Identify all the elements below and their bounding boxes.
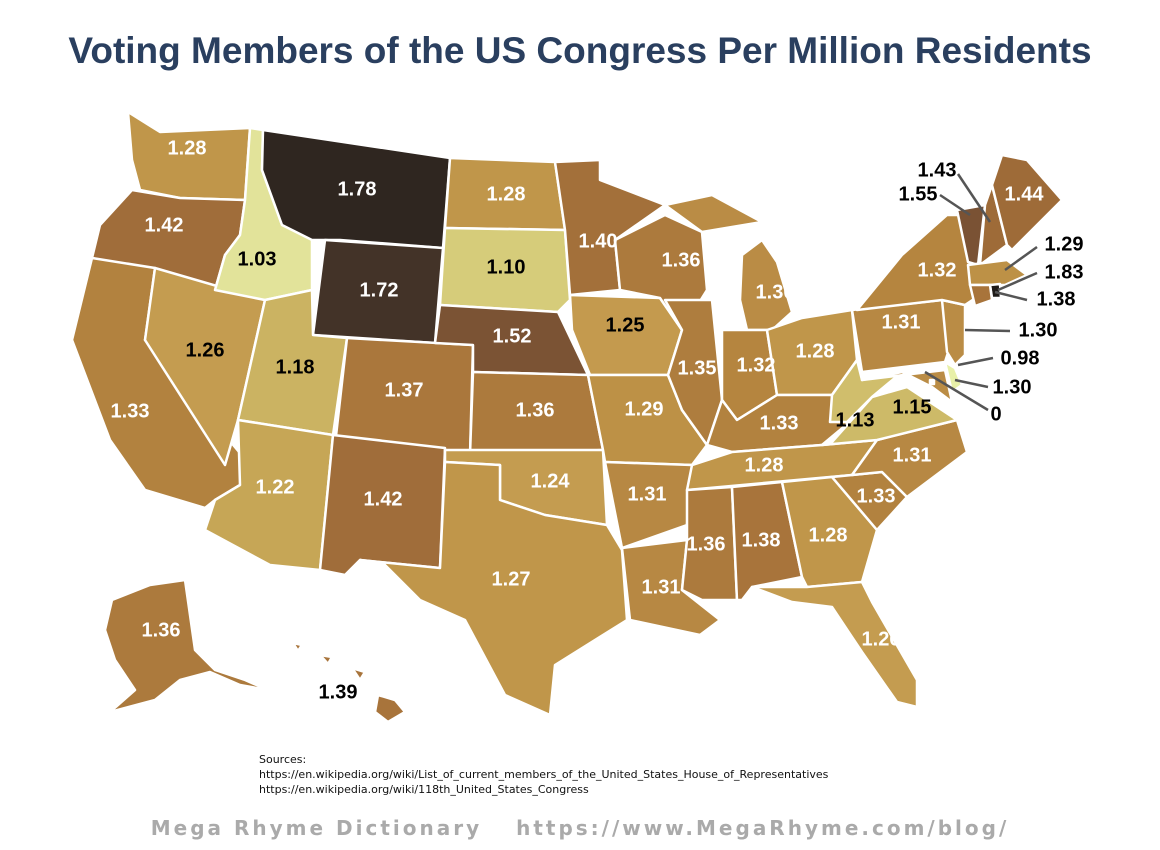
region-value-label: 1.31 xyxy=(882,311,921,333)
region-value-label: 1.28 xyxy=(487,183,526,205)
region-value-label: 1.38 xyxy=(1037,288,1076,310)
region-value-label: 1.32 xyxy=(737,354,776,376)
region-value-label: 1.24 xyxy=(531,470,571,492)
region-value-label: 1.15 xyxy=(893,396,932,418)
region-value-label: 1.36 xyxy=(142,619,181,641)
map-title: Voting Members of the US Congress Per Mi… xyxy=(68,30,1092,71)
region-value-label: 0 xyxy=(990,403,1001,425)
region-value-label: 1.25 xyxy=(606,314,645,336)
state-illinois xyxy=(663,298,724,447)
region-value-label: 1.30 xyxy=(993,376,1032,398)
state-alaska xyxy=(103,578,270,714)
region-value-label: 1.27 xyxy=(492,568,531,590)
region-value-label: 1.42 xyxy=(364,488,403,510)
region-value-label: 1.22 xyxy=(256,476,295,498)
state-connecticut xyxy=(968,283,994,308)
source-link[interactable]: https://en.wikipedia.org/wiki/118th_Unit… xyxy=(259,783,589,796)
region-value-label: 1.30 xyxy=(1019,319,1058,341)
sources-heading: Sources: xyxy=(259,753,307,766)
region-value-label: 1.36 xyxy=(516,399,555,421)
region-value-label: 1.29 xyxy=(1045,233,1084,255)
region-value-label: 1.36 xyxy=(662,249,701,271)
state-hawaii-big xyxy=(373,693,407,724)
state-michigan-upper xyxy=(663,193,764,234)
region-value-label: 1.78 xyxy=(338,178,377,200)
state-hawaii-maui xyxy=(350,666,367,682)
state-michigan xyxy=(738,238,794,332)
region-value-label: 1.40 xyxy=(579,230,618,252)
region-value-label: 1.42 xyxy=(145,214,184,236)
region-value-label: 1.10 xyxy=(487,256,526,278)
state-florida xyxy=(750,580,919,709)
state-west-virginia xyxy=(828,358,904,424)
region-value-label: 1.26 xyxy=(862,628,901,650)
sources-note: Sources: https://en.wikipedia.org/wiki/L… xyxy=(259,752,828,797)
region-value-label: 1.38 xyxy=(742,529,781,551)
region-value-label: 1.72 xyxy=(360,279,399,301)
region-value-label: 1.33 xyxy=(857,485,896,507)
region-value-label: 1.43 xyxy=(918,159,957,181)
region-value-label: 1.28 xyxy=(168,137,207,159)
region-value-label: 1.52 xyxy=(493,325,532,347)
region-value-label: 1.39 xyxy=(319,681,358,703)
region-value-label: 1.13 xyxy=(836,409,875,431)
region-value-label: 1.33 xyxy=(111,400,150,422)
region-value-label: 1.31 xyxy=(893,444,932,466)
footer-brand: Mega Rhyme Dictionary xyxy=(150,816,483,840)
region-value-label: 1.29 xyxy=(625,398,664,420)
leader-lines xyxy=(924,173,1038,412)
state-maryland xyxy=(860,368,954,404)
region-value-label: 1.36 xyxy=(687,533,726,555)
state-south-dakota xyxy=(438,226,572,314)
region-value-label: 1.30 xyxy=(756,281,795,303)
region-value-label: 1.44 xyxy=(1005,183,1045,205)
state-delaware xyxy=(943,360,964,394)
region-value-label: 1.33 xyxy=(760,412,799,434)
region-value-label: 0.98 xyxy=(1001,347,1040,369)
region-value-label: 1.55 xyxy=(899,183,938,205)
region-value-label: 1.31 xyxy=(642,576,681,598)
state-maine xyxy=(990,153,1064,252)
state-texas xyxy=(358,460,629,717)
region-value-label: 1.18 xyxy=(276,356,315,378)
region-value-label: 1.83 xyxy=(1045,261,1084,283)
region-value-label: 1.26 xyxy=(186,339,225,361)
region-value-label: 1.28 xyxy=(809,524,848,546)
region-value-label: 1.31 xyxy=(628,483,667,505)
state-hawaii-kauai xyxy=(291,641,304,653)
source-link[interactable]: https://en.wikipedia.org/wiki/List_of_cu… xyxy=(259,768,829,781)
region-value-label: 1.28 xyxy=(796,340,835,362)
district-of-columbia xyxy=(928,378,936,386)
footer-url[interactable]: https://www.MegaRhyme.com/blog/ xyxy=(516,816,1010,840)
state-hawaii-oahu xyxy=(318,653,334,666)
region-value-label: 1.37 xyxy=(385,379,424,401)
region-value-label: 1.35 xyxy=(678,357,717,379)
footer: Mega Rhyme Dictionary https://www.MegaRh… xyxy=(0,816,1160,840)
region-value-label: 1.28 xyxy=(745,454,784,476)
region-value-label: 1.32 xyxy=(918,259,957,281)
region-value-label: 1.03 xyxy=(238,248,277,270)
